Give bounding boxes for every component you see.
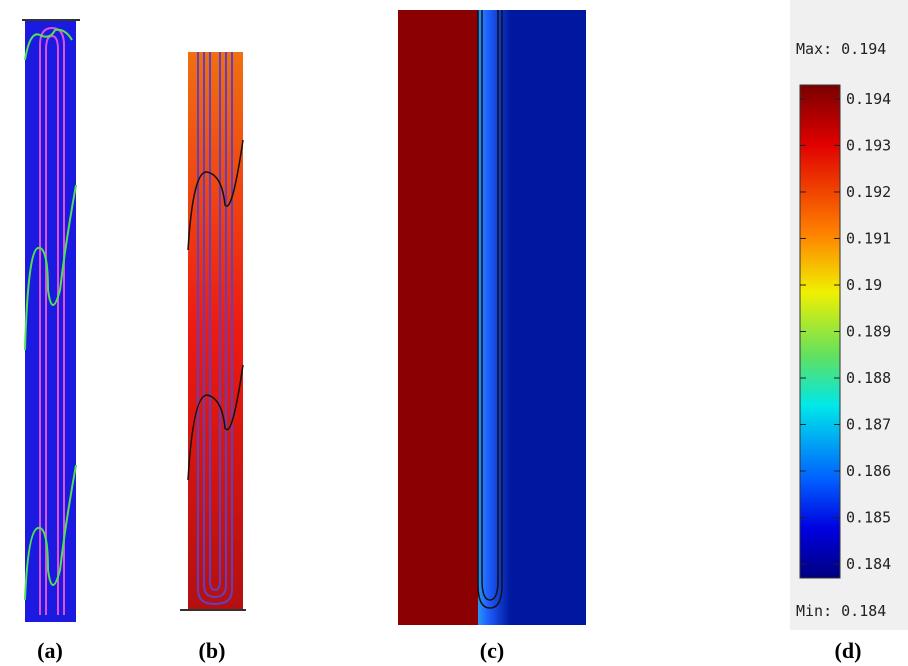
tick-label: 0.186	[846, 462, 891, 480]
tick-label: 0.19	[846, 276, 882, 294]
panel-label: (d)	[835, 638, 862, 663]
tick-label: 0.185	[846, 509, 891, 527]
tick-label: 0.187	[846, 416, 891, 434]
panel-c	[398, 10, 586, 625]
panel-labels: (a) (b) (c) (d)	[37, 638, 861, 663]
tick-label: 0.191	[846, 229, 891, 247]
colorbar-ticks: 0.184 0.185 0.186 0.187 0.188 0.189 0.19 0.191 0…	[800, 90, 891, 573]
tick-label: 0.189	[846, 323, 891, 341]
panel-label: (b)	[199, 638, 226, 663]
panel-d: Max: 0.194 Min: 0.184 0.1840.1850.1860.1…	[790, 0, 908, 630]
tick-label: 0.193	[846, 136, 891, 154]
tick-label: 0.194	[846, 90, 891, 108]
panel-b	[180, 52, 246, 611]
panel-label: (c)	[480, 638, 504, 663]
panel-label: (a)	[37, 638, 63, 663]
tick-label: 0.192	[846, 183, 891, 201]
tick-label: 0.188	[846, 369, 891, 387]
tick-label: 0.184	[846, 555, 891, 573]
panel-a	[22, 19, 80, 622]
max-label: Max: 0.194	[796, 40, 886, 58]
min-label: Min: 0.184	[796, 602, 886, 620]
